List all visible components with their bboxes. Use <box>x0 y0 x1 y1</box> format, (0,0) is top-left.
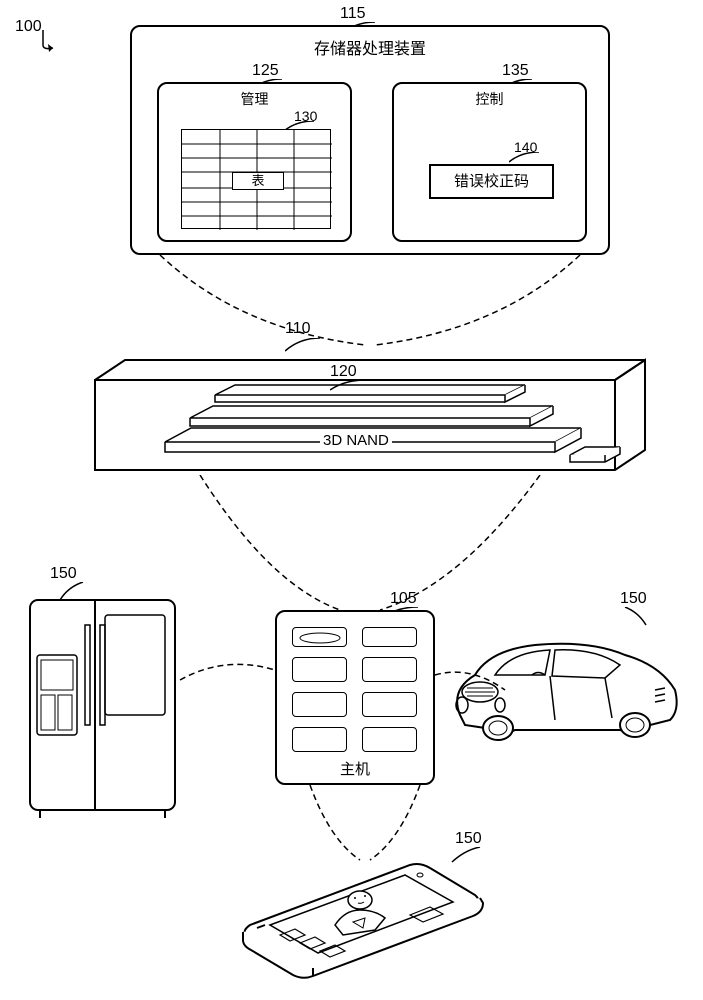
host-slot-4 <box>362 657 417 682</box>
ref-135-label: 135 <box>502 62 529 80</box>
ref-150-right-label: 150 <box>620 590 647 608</box>
refrigerator-icon <box>25 595 180 825</box>
host-slot-7 <box>292 727 347 752</box>
host-slot-2 <box>362 627 417 647</box>
leader-140 <box>509 152 544 164</box>
ref-120-label: 120 <box>330 363 357 381</box>
table-box: 表 <box>181 129 331 229</box>
ecc-box: 错误校正码 <box>429 164 554 199</box>
host-slot-5 <box>292 692 347 717</box>
host-slot-3 <box>292 657 347 682</box>
ref-110-label: 110 <box>285 320 311 338</box>
dashed-110-to-105 <box>140 475 600 620</box>
ref-150-left-label: 150 <box>50 565 77 583</box>
dashed-115-to-110 <box>100 250 640 350</box>
management-box: 管理 130 表 <box>157 82 352 242</box>
table-label-box: 表 <box>232 172 284 190</box>
host-box: 主机 <box>275 610 435 785</box>
ref-125-label: 125 <box>252 62 279 80</box>
phone-icon <box>215 840 505 990</box>
management-title: 管理 <box>159 89 350 109</box>
memory-processor-title: 存储器处理装置 <box>132 35 608 59</box>
host-slot-1 <box>292 627 347 647</box>
hook-arrow-100 <box>38 30 68 55</box>
leader-120 <box>330 380 370 392</box>
dashed-car-host <box>430 660 510 710</box>
control-box: 控制 140 错误校正码 <box>392 82 587 242</box>
ref-115-label: 115 <box>340 5 366 23</box>
host-label: 主机 <box>277 758 433 779</box>
dashed-fridge-host <box>175 650 285 710</box>
nand-label: 3D NAND <box>320 432 392 449</box>
ref-105-label: 105 <box>390 590 417 608</box>
memory-processor-box: 存储器处理装置 125 管理 130 <box>130 25 610 255</box>
host-slot-6 <box>362 692 417 717</box>
host-slot-8 <box>362 727 417 752</box>
control-title: 控制 <box>394 89 585 109</box>
